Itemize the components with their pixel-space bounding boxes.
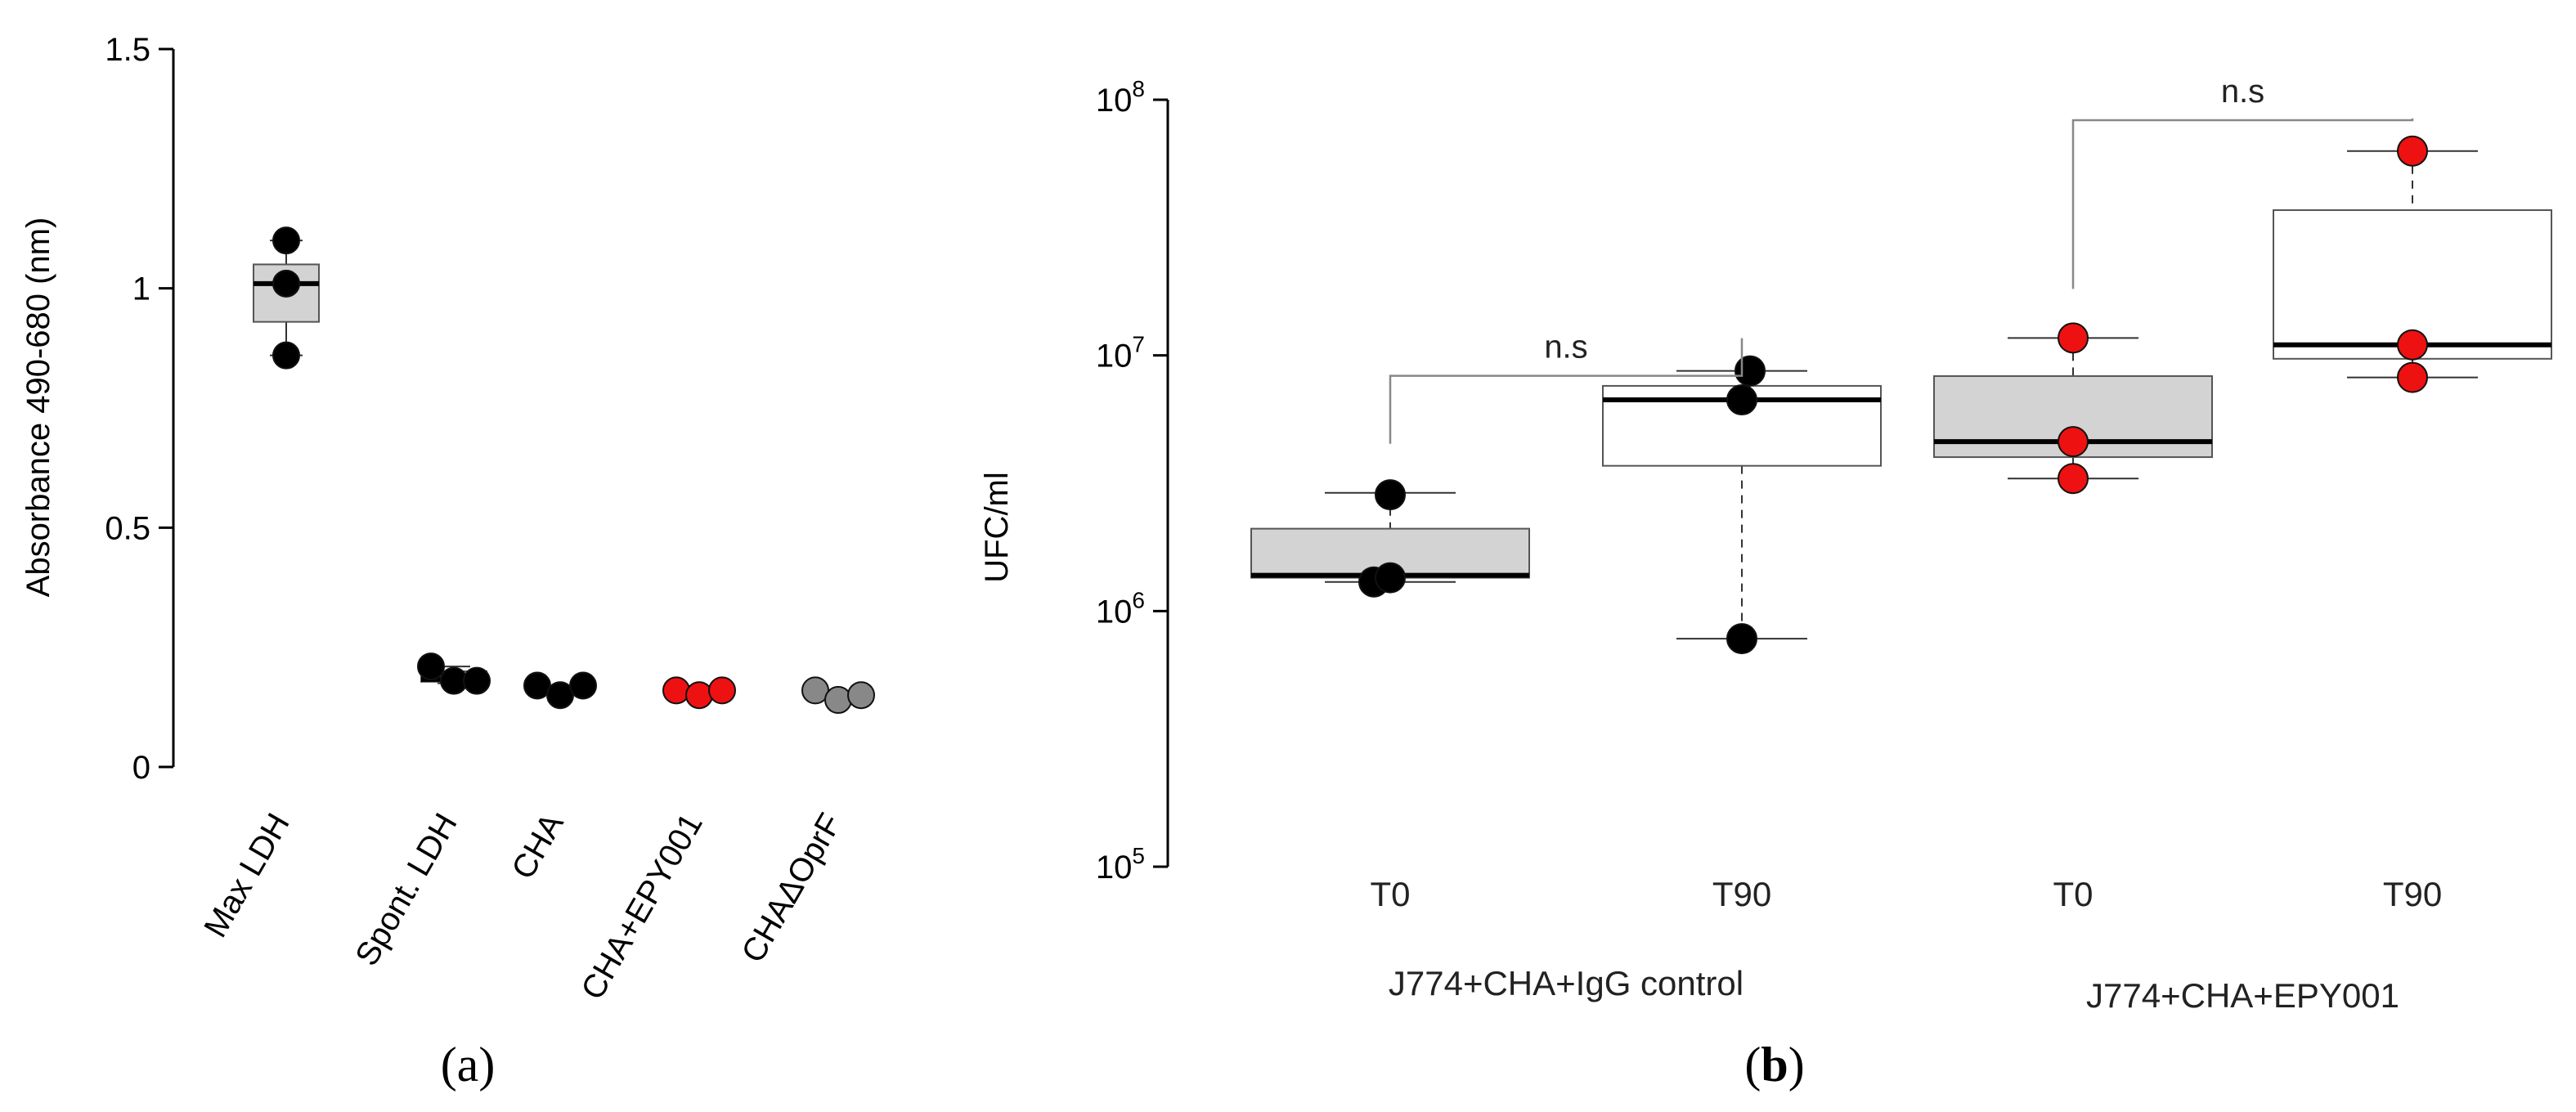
panel-b-data-point [1375, 562, 1406, 594]
panel-b-caption: (b) [1744, 1038, 1804, 1092]
panel-b-ylabel: UFC/ml [979, 472, 1015, 583]
panel-b-x-tick-label: T90 [2383, 875, 2442, 913]
panel-b-x-tick-label: T0 [1370, 875, 1410, 913]
panel-b-significance-bracket [2071, 118, 2414, 289]
panel-b-chart: UFC/ml 105 106 107 108 n.s n.s T0 T90 T0 T90 J774+… [979, 74, 2552, 1015]
panel-b-group-label: J774+CHA+EPY001 [2086, 976, 2399, 1015]
panel-b-data-point [2058, 463, 2089, 495]
panel-b-significance-label: n.s [2221, 74, 2264, 110]
panel-a-data-point [417, 652, 445, 681]
panel-b-data-point [2397, 135, 2428, 167]
panel-a-x-tick-label: CHA+EPY001 [574, 808, 709, 1006]
panel-b-data-point [2397, 329, 2428, 361]
panel-b-data-point [1375, 479, 1406, 511]
panel-b-x-tick-label: T90 [1712, 875, 1771, 913]
panel-b-y-tick-label: 105 [1096, 843, 1145, 886]
panel-a-x-tick-label: Max LDH [197, 808, 296, 944]
panel-b-x-tick-label: T0 [2053, 875, 2093, 913]
panel-a-x-tick-label: CHAΔOprF [735, 808, 849, 969]
panel-b-data-point [2058, 426, 2089, 458]
panel-b-data-point [1726, 384, 1757, 416]
panel-a-x-tick-label: CHA [505, 807, 570, 885]
panel-a-data-point [662, 676, 690, 705]
panel-b-significance-label: n.s [1544, 330, 1587, 365]
panel-a-data-point [272, 341, 300, 370]
panel-a-data-point [708, 676, 736, 705]
panel-a-data-point [824, 686, 852, 715]
panel-b-y-tick-label: 106 [1096, 587, 1145, 630]
panel-a-data-point [463, 666, 491, 695]
panel-a-chart: Absorbance 490-680 (nm) 0 0.5 1 1.5 Max LDH S… [20, 32, 875, 1006]
panel-b-data-point [1735, 355, 1766, 387]
panel-a-x-tick-label: Spont. LDH [348, 808, 464, 972]
panel-a-y-tick-label: 1 [132, 271, 150, 307]
panel-b-data-point [2058, 322, 2089, 354]
panel-b-data-point [1726, 623, 1757, 655]
panel-b-significance-bracket [1389, 338, 1744, 444]
panel-b-data-point [2397, 361, 2428, 393]
panel-a-ylabel: Absorbance 490-680 (nm) [20, 217, 56, 598]
panel-a-data-point [685, 681, 713, 710]
panel-a-y-tick-label: 0.5 [105, 510, 150, 546]
panel-a-caption: (a) [441, 1038, 496, 1092]
panel-b-group-label: J774+CHA+IgG control [1389, 964, 1744, 1002]
panel-a-data-point [272, 269, 300, 298]
panel-a-y-tick-label: 1.5 [105, 32, 150, 68]
panel-a-y-tick-label: 0 [132, 750, 150, 786]
panel-a-data-point [847, 681, 875, 710]
panel-b-y-tick-label: 107 [1096, 332, 1145, 374]
panel-a-data-point [569, 671, 597, 700]
panel-a-data-point [272, 226, 300, 255]
panel-b-y-tick-label: 108 [1096, 76, 1145, 119]
